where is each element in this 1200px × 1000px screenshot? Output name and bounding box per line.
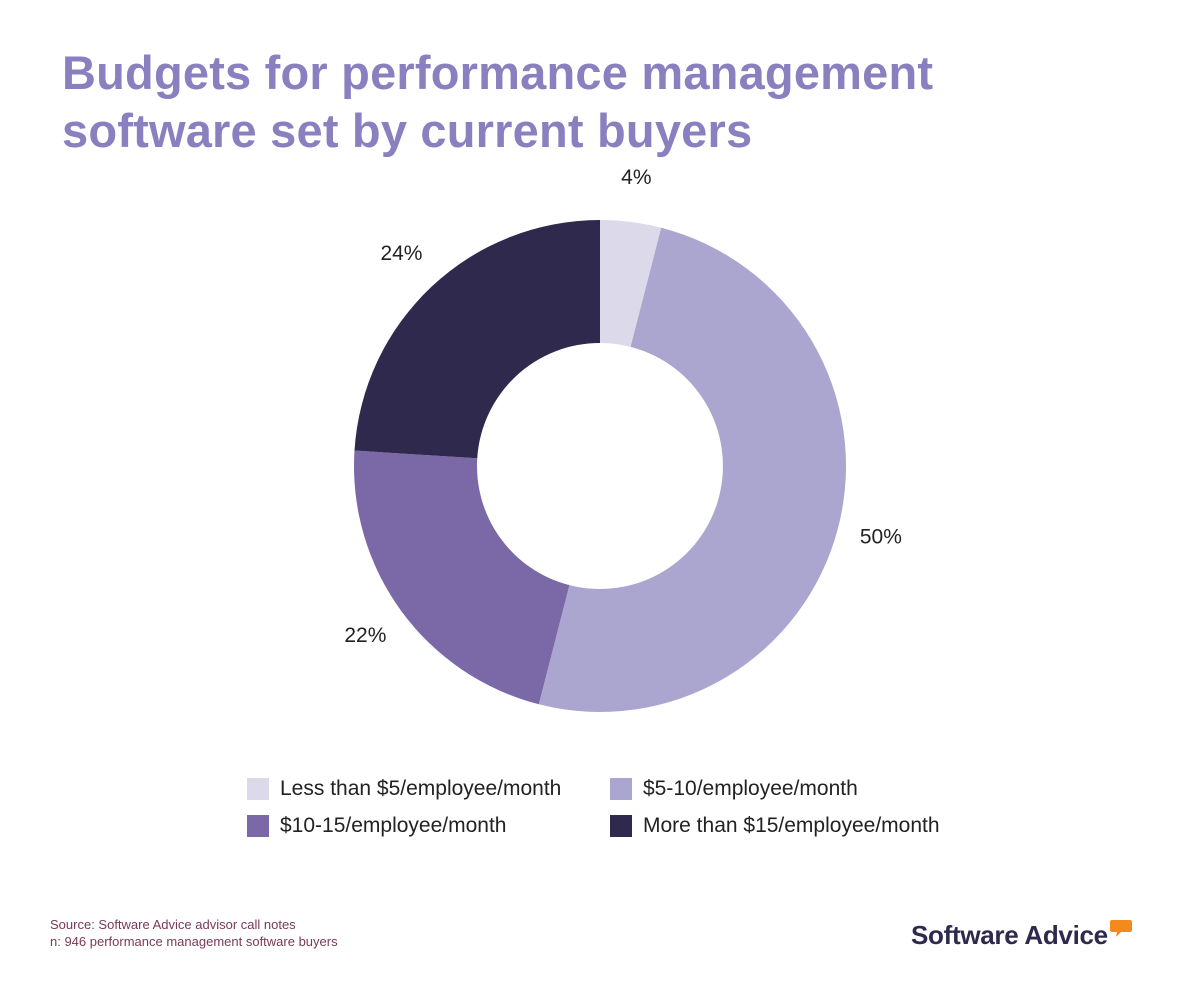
legend-swatch [247,815,269,837]
sample-size-text: n: 946 performance management software b… [50,934,338,949]
logo-text: Software Advice [911,920,1108,950]
donut-slice [538,227,847,712]
slice-label: 4% [621,166,651,189]
legend-label: $5-10/employee/month [643,777,858,800]
slice-label: 24% [380,242,422,265]
source-note: Source: Software Advice advisor call not… [50,916,338,950]
software-advice-logo: Software Advice [911,918,1132,952]
source-text: Source: Software Advice advisor call not… [50,917,296,932]
chart-legend: Less than $5/employee/month $5-10/employ… [247,776,987,839]
legend-item-5-10: $5-10/employee/month [610,776,980,802]
legend-swatch [610,815,632,837]
speech-bubble-icon [1109,920,1132,937]
legend-item-less-than-5: Less than $5/employee/month [247,776,610,802]
chart-title-line-1: Budgets for performance management [62,46,934,99]
slice-label: 50% [860,526,902,549]
slice-label: 22% [344,624,386,647]
chart-title: Budgets for performance management softw… [62,44,1062,160]
legend-label: More than $15/employee/month [643,814,940,837]
legend-item-more-than-15: More than $15/employee/month [610,813,980,839]
legend-label: $10-15/employee/month [280,814,507,837]
chart-title-line-2: software set by current buyers [62,104,753,157]
donut-slice [354,220,600,459]
legend-label: Less than $5/employee/month [280,777,562,800]
legend-item-10-15: $10-15/employee/month [247,813,610,839]
donut-slice [353,450,570,705]
donut-slice [600,220,662,347]
legend-swatch [247,778,269,800]
legend-swatch [610,778,632,800]
